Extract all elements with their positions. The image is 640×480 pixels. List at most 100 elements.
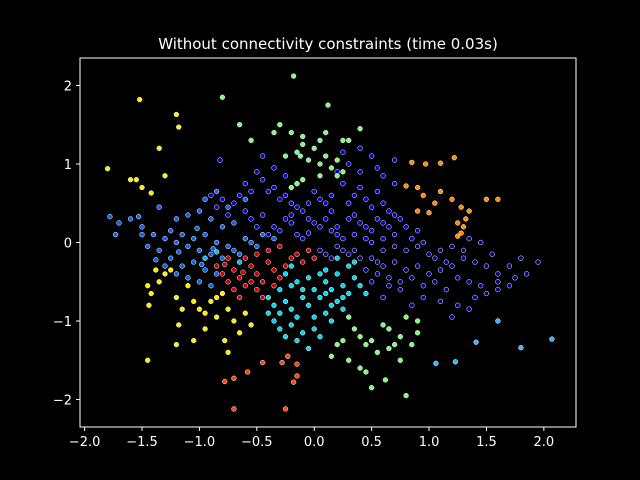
data-point bbox=[139, 224, 145, 230]
data-point bbox=[414, 243, 421, 250]
data-point bbox=[495, 318, 501, 324]
data-point bbox=[242, 283, 248, 289]
data-point bbox=[346, 216, 352, 222]
data-point bbox=[194, 225, 200, 232]
data-point bbox=[282, 263, 289, 269]
data-point bbox=[254, 169, 260, 175]
data-point bbox=[334, 173, 340, 179]
data-point bbox=[403, 392, 409, 399]
data-point bbox=[282, 173, 289, 179]
data-point bbox=[225, 204, 231, 210]
data-point bbox=[139, 231, 145, 238]
data-point bbox=[225, 306, 231, 312]
data-point bbox=[346, 263, 352, 269]
data-point bbox=[196, 247, 203, 254]
data-point bbox=[437, 298, 444, 305]
x-tick-label: 1.5 bbox=[476, 435, 497, 450]
data-point bbox=[346, 357, 352, 363]
data-point bbox=[225, 243, 231, 250]
data-point bbox=[305, 302, 312, 308]
data-point bbox=[466, 306, 472, 312]
data-point bbox=[242, 255, 248, 261]
data-point bbox=[213, 294, 220, 301]
data-point bbox=[374, 216, 381, 222]
data-point bbox=[382, 377, 389, 383]
data-point bbox=[148, 290, 154, 297]
data-point bbox=[368, 255, 375, 261]
data-point bbox=[363, 267, 369, 273]
data-point bbox=[311, 220, 317, 226]
data-point bbox=[495, 271, 501, 277]
data-point bbox=[472, 259, 478, 265]
data-point bbox=[288, 212, 294, 218]
data-point bbox=[334, 271, 340, 277]
data-point bbox=[265, 188, 271, 195]
data-point bbox=[380, 247, 386, 254]
data-point bbox=[148, 190, 154, 196]
data-point bbox=[449, 263, 455, 269]
data-point bbox=[391, 180, 398, 187]
data-point bbox=[271, 224, 277, 230]
data-point bbox=[173, 294, 180, 301]
data-point bbox=[222, 378, 228, 385]
data-point bbox=[185, 212, 191, 218]
data-point bbox=[495, 286, 501, 293]
points-layer bbox=[104, 73, 555, 412]
data-point bbox=[449, 243, 455, 250]
data-point bbox=[202, 255, 208, 261]
data-point bbox=[397, 357, 403, 363]
data-point bbox=[458, 230, 464, 236]
data-point bbox=[363, 235, 369, 242]
data-point bbox=[300, 133, 306, 140]
data-point bbox=[334, 255, 340, 261]
data-point bbox=[458, 204, 464, 210]
data-point bbox=[340, 294, 346, 301]
data-point bbox=[219, 290, 226, 297]
data-point bbox=[334, 243, 340, 250]
data-point bbox=[300, 177, 306, 183]
data-point bbox=[305, 247, 312, 254]
data-point bbox=[277, 196, 283, 202]
data-point bbox=[340, 247, 346, 254]
data-point bbox=[265, 259, 271, 265]
data-point bbox=[391, 212, 398, 218]
x-tick-label: 2.0 bbox=[534, 435, 555, 450]
data-point bbox=[288, 322, 294, 328]
data-point bbox=[311, 326, 317, 332]
data-point bbox=[523, 271, 530, 277]
data-point bbox=[294, 149, 300, 155]
data-point bbox=[277, 228, 283, 234]
data-point bbox=[422, 161, 429, 167]
data-point bbox=[380, 235, 386, 242]
data-point bbox=[455, 275, 461, 281]
data-point bbox=[248, 216, 254, 222]
data-point bbox=[173, 111, 180, 118]
data-point bbox=[179, 231, 185, 238]
data-point bbox=[328, 318, 335, 324]
data-point bbox=[153, 267, 159, 273]
data-point bbox=[282, 153, 289, 159]
data-point bbox=[323, 129, 329, 136]
data-point bbox=[208, 216, 214, 222]
data-point bbox=[236, 122, 243, 128]
data-point bbox=[357, 255, 363, 261]
data-point bbox=[317, 224, 323, 230]
data-point bbox=[219, 224, 226, 230]
data-point bbox=[357, 334, 363, 340]
data-point bbox=[173, 341, 180, 348]
data-point bbox=[145, 357, 151, 363]
data-point bbox=[288, 283, 294, 289]
data-point bbox=[225, 349, 231, 356]
data-point bbox=[455, 220, 461, 226]
data-point bbox=[222, 261, 228, 268]
data-point bbox=[380, 200, 386, 206]
data-point bbox=[374, 271, 381, 277]
data-point bbox=[242, 208, 248, 214]
data-point bbox=[139, 184, 145, 191]
data-point bbox=[213, 271, 220, 277]
x-tick-label: −2.0 bbox=[69, 435, 101, 450]
data-point bbox=[374, 259, 381, 265]
data-point bbox=[328, 165, 335, 171]
